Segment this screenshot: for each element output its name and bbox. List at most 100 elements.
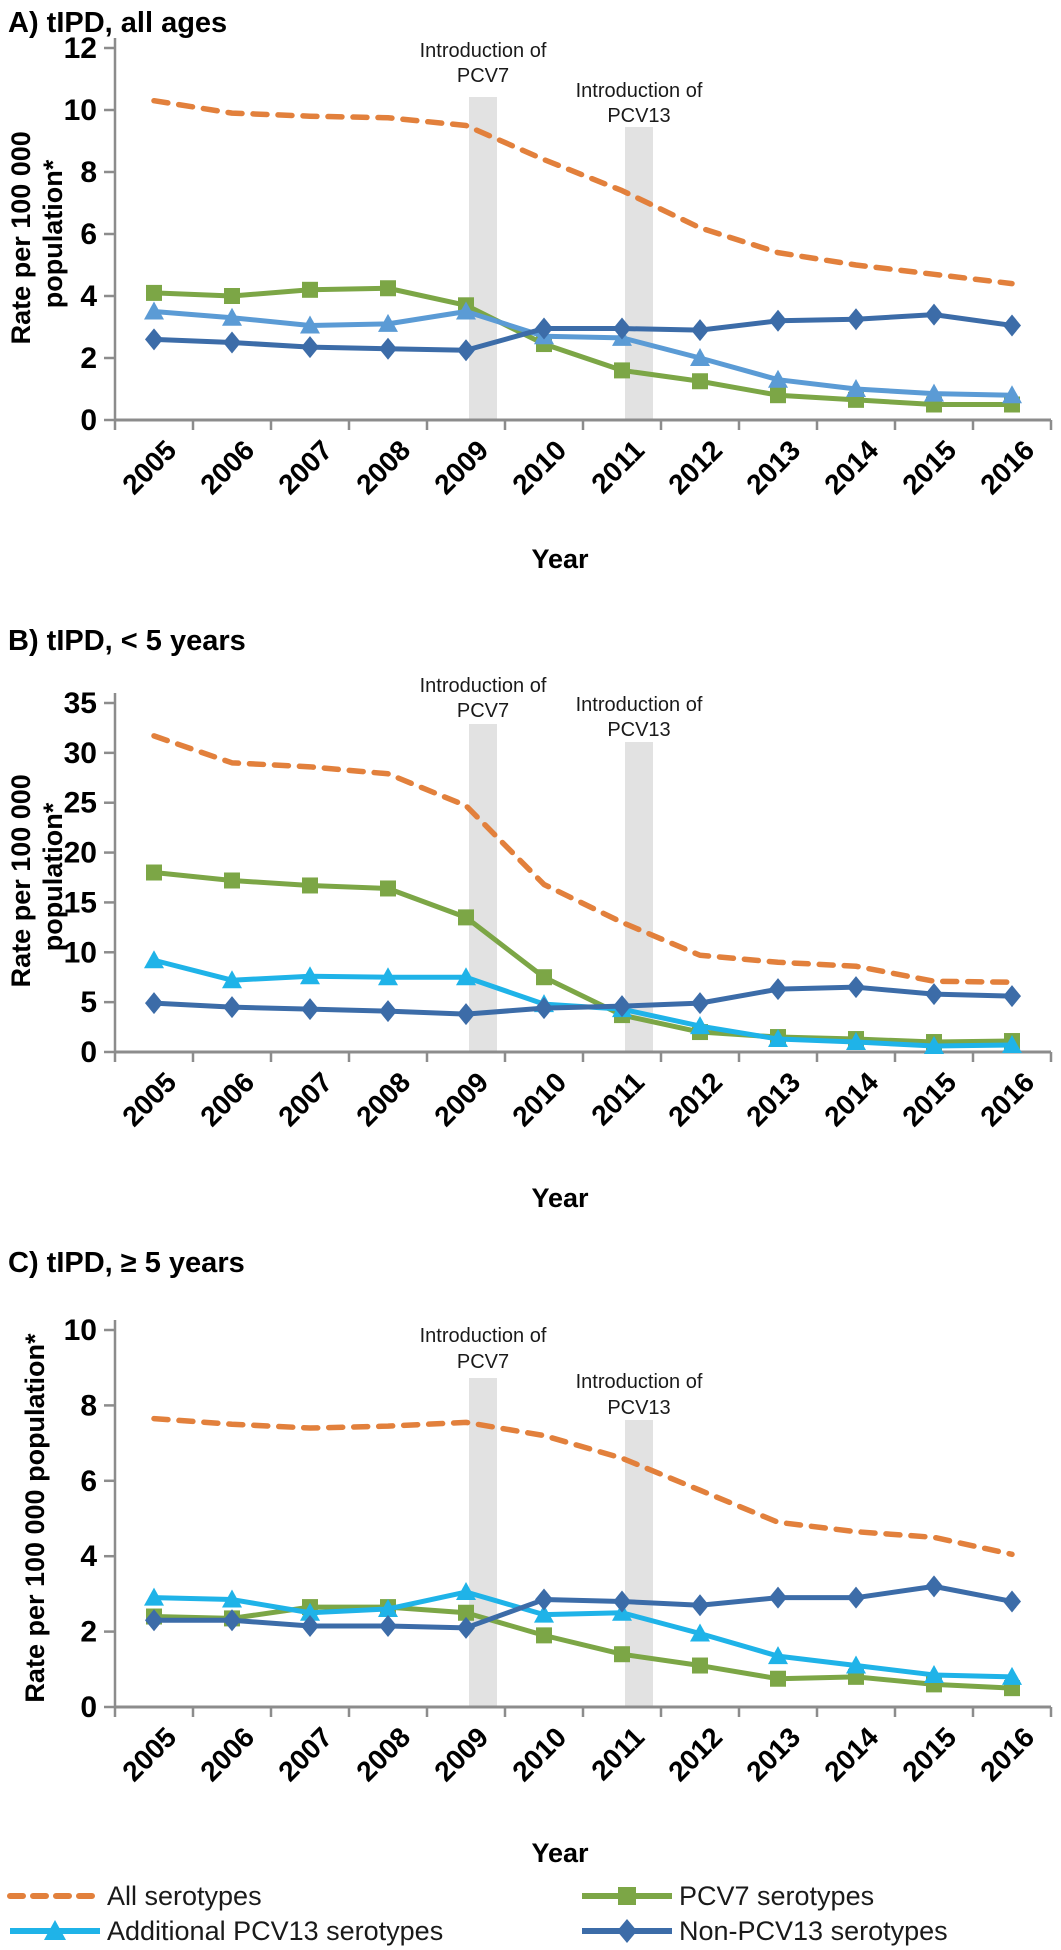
diamond-marker xyxy=(145,992,163,1015)
panel-b-ylabel: Rate per 100 000 population* xyxy=(6,767,68,988)
series-line-all-serotypes xyxy=(151,97,1015,287)
square-marker xyxy=(302,281,318,298)
square-marker xyxy=(692,373,708,390)
non-pcv13-diamond-marker-icon xyxy=(617,1919,637,1943)
diamond-marker xyxy=(301,998,319,1021)
pcv7-square-marker-icon xyxy=(618,1887,636,1905)
diamond-marker xyxy=(379,1000,397,1023)
x-tick-label: 2013 xyxy=(740,1721,806,1787)
y-tick-label: 15 xyxy=(64,886,97,919)
vaccine-introduction-band xyxy=(625,742,653,1052)
diamond-marker xyxy=(379,337,397,360)
y-tick-label: 6 xyxy=(80,218,97,251)
y-tick-label: 4 xyxy=(80,1540,97,1573)
diamond-marker xyxy=(535,317,553,340)
x-tick-label: 2006 xyxy=(194,434,260,500)
triangle-marker xyxy=(144,301,164,320)
diamond-marker xyxy=(145,1609,163,1632)
square-marker xyxy=(224,872,240,889)
diamond-marker xyxy=(223,1609,241,1632)
diamond-marker xyxy=(301,336,319,359)
x-tick-label: 2010 xyxy=(506,1721,572,1787)
series-line-all-serotypes xyxy=(151,1415,1015,1558)
x-tick-label: 2008 xyxy=(350,1066,416,1132)
x-tick-label: 2014 xyxy=(818,1066,884,1132)
diamond-marker xyxy=(1003,985,1021,1008)
diamond-marker xyxy=(379,1614,397,1637)
y-tick-label: 0 xyxy=(80,1691,97,1724)
triangle-marker xyxy=(690,1623,710,1642)
diamond-marker xyxy=(457,1616,475,1639)
y-tick-label: 0 xyxy=(80,404,97,437)
x-tick-label: 2014 xyxy=(818,1721,884,1787)
triangle-marker xyxy=(846,379,866,397)
diamond-marker xyxy=(1003,1590,1021,1613)
triangle-marker xyxy=(378,967,398,986)
series-line-non-pcv13-serotypes xyxy=(151,1583,1015,1631)
y-tick-label: 10 xyxy=(64,936,97,969)
x-tick-label: 2012 xyxy=(662,1721,728,1787)
x-tick-label: 2008 xyxy=(350,1721,416,1787)
panel-b-xlabel: Year xyxy=(531,1183,589,1213)
x-tick-label: 2011 xyxy=(585,434,650,499)
diamond-marker xyxy=(925,983,943,1006)
y-tick-label: 5 xyxy=(80,986,97,1019)
panel-c-xlabel: Year xyxy=(531,1838,589,1868)
panel-a-pcv7-annotation-line2: PCV7 xyxy=(457,65,509,87)
legend-label-pcv7-serotypes: PCV7 serotypes xyxy=(679,1881,874,1911)
square-marker xyxy=(224,288,240,304)
triangle-marker xyxy=(300,966,320,985)
panel-a-title: A) tIPD, all ages xyxy=(8,7,227,39)
x-tick-label: 2009 xyxy=(428,434,494,500)
square-marker xyxy=(146,864,162,881)
triangle-marker xyxy=(144,950,164,969)
y-tick-label: 35 xyxy=(64,687,97,720)
legend-item-non-pcv13-serotypes: Non-PCV13 serotypes xyxy=(582,1916,948,1946)
series-line-additional-pcv13-serotypes xyxy=(151,1589,1015,1680)
vaccine-introduction-band xyxy=(469,97,497,420)
panel-c-title: C) tIPD, ≥ 5 years xyxy=(8,1247,245,1279)
x-tick-label: 2005 xyxy=(116,434,182,500)
panel-b-pcv7-annotation-line2: PCV7 xyxy=(457,700,509,722)
triangle-marker xyxy=(300,315,320,334)
triangle-marker xyxy=(690,348,710,366)
x-tick-label: 2015 xyxy=(896,434,962,500)
diamond-marker xyxy=(223,331,241,354)
square-marker xyxy=(458,909,474,926)
x-tick-label: 2007 xyxy=(272,1066,338,1132)
triangle-marker xyxy=(144,1587,164,1606)
square-marker xyxy=(770,387,786,404)
series-line-pcv7-serotypes xyxy=(151,870,1015,1045)
diamond-marker xyxy=(145,328,163,351)
square-marker xyxy=(536,1627,552,1644)
panel-b-pcv13-annotation-line1: Introduction of xyxy=(576,694,703,716)
legend-item-pcv7-serotypes: PCV7 serotypes xyxy=(582,1881,874,1911)
x-tick-label: 2016 xyxy=(974,1066,1040,1132)
x-tick-label: 2012 xyxy=(662,1066,728,1132)
additional-pcv13-triangle-marker-icon xyxy=(44,1920,66,1940)
y-tick-label: 30 xyxy=(64,737,97,770)
series-line-pcv7-serotypes xyxy=(151,285,1015,407)
x-tick-label: 2009 xyxy=(428,1066,494,1132)
panel-a-ylabel: Rate per 100 000 population* xyxy=(6,124,68,345)
series-line-pcv7-serotypes xyxy=(151,1604,1015,1691)
square-marker xyxy=(614,1646,630,1663)
x-tick-label: 2009 xyxy=(428,1721,494,1787)
vaccine-introduction-band xyxy=(469,1378,497,1707)
diamond-marker xyxy=(769,309,787,332)
triangle-marker xyxy=(768,1029,788,1048)
legend-label-additional-pcv13-serotypes: Additional PCV13 serotypes xyxy=(107,1916,443,1946)
x-tick-label: 2006 xyxy=(194,1721,260,1787)
triangle-marker xyxy=(534,1604,554,1623)
triangle-marker xyxy=(768,369,788,388)
x-tick-label: 2007 xyxy=(272,434,338,500)
diamond-marker xyxy=(301,1614,319,1637)
diamond-marker xyxy=(223,996,241,1019)
diamond-marker xyxy=(613,1590,631,1613)
diamond-marker xyxy=(691,1594,709,1617)
square-marker xyxy=(146,284,162,301)
